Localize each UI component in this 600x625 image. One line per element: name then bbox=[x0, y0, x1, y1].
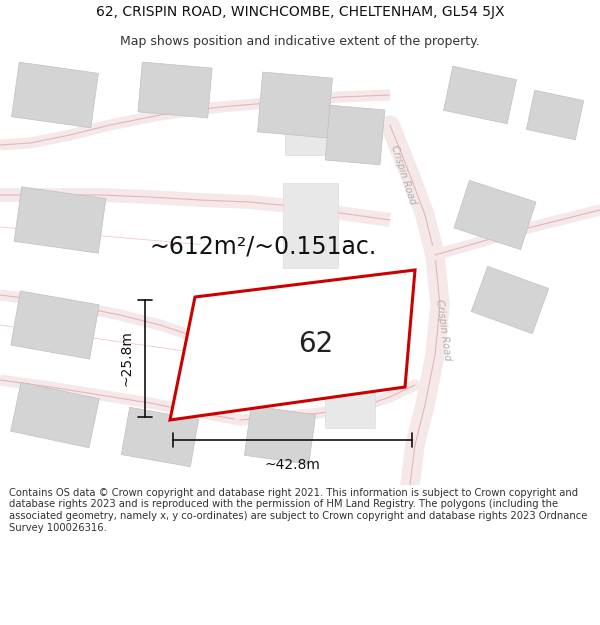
Text: 62, CRISPIN ROAD, WINCHCOMBE, CHELTENHAM, GL54 5JX: 62, CRISPIN ROAD, WINCHCOMBE, CHELTENHAM… bbox=[96, 5, 504, 19]
Polygon shape bbox=[14, 187, 106, 253]
Polygon shape bbox=[454, 181, 536, 249]
Polygon shape bbox=[471, 266, 549, 334]
Text: ~42.8m: ~42.8m bbox=[265, 458, 320, 472]
Text: Contains OS data © Crown copyright and database right 2021. This information is : Contains OS data © Crown copyright and d… bbox=[9, 488, 587, 532]
Text: Crispin Road: Crispin Road bbox=[434, 299, 452, 361]
Polygon shape bbox=[11, 291, 99, 359]
Polygon shape bbox=[443, 66, 517, 124]
Text: Map shows position and indicative extent of the property.: Map shows position and indicative extent… bbox=[120, 35, 480, 48]
Text: 62: 62 bbox=[299, 329, 334, 357]
Polygon shape bbox=[285, 105, 335, 155]
Polygon shape bbox=[138, 62, 212, 118]
Text: ~25.8m: ~25.8m bbox=[119, 331, 133, 386]
Polygon shape bbox=[257, 72, 332, 138]
Polygon shape bbox=[121, 408, 199, 467]
Polygon shape bbox=[283, 182, 337, 268]
Text: Crispin Road: Crispin Road bbox=[389, 144, 418, 206]
Polygon shape bbox=[11, 382, 100, 448]
Text: ~612m²/~0.151ac.: ~612m²/~0.151ac. bbox=[150, 235, 377, 259]
Polygon shape bbox=[244, 406, 316, 464]
Polygon shape bbox=[170, 270, 415, 420]
Polygon shape bbox=[325, 372, 375, 428]
Polygon shape bbox=[11, 62, 98, 127]
Polygon shape bbox=[526, 90, 584, 140]
Polygon shape bbox=[325, 105, 385, 165]
